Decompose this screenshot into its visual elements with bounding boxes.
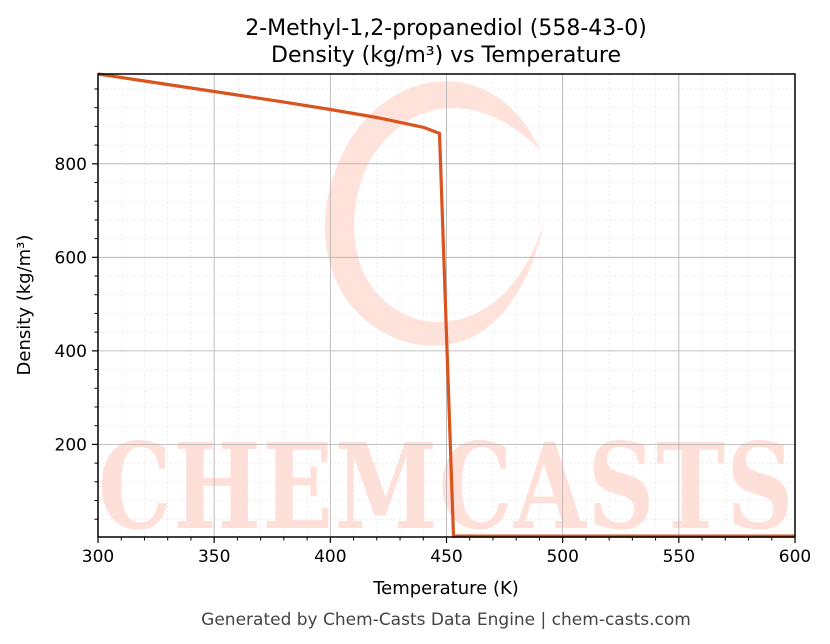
x-tick-label: 550 <box>663 547 695 567</box>
chart-title-line-1: 2-Methyl-1,2-propanediol (558-43-0) <box>245 16 647 41</box>
axis-ticks: 300 350 400 450 500 550 600 200 400 600 800 <box>55 88 811 567</box>
watermark-swirl <box>324 81 545 346</box>
x-tick-label: 500 <box>546 547 578 567</box>
x-tick-label: 600 <box>779 547 811 567</box>
x-axis-label: Temperature (K) <box>372 578 519 599</box>
chart-title-line-2: Density (kg/m³) vs Temperature <box>271 43 621 68</box>
x-tick-label: 300 <box>82 547 114 567</box>
x-tick-label: 400 <box>314 547 346 567</box>
y-tick-label: 800 <box>55 155 87 175</box>
y-axis-label: Density (kg/m³) <box>14 235 35 376</box>
x-tick-label: 450 <box>430 547 462 567</box>
series-layer <box>97 72 795 538</box>
y-tick-label: 400 <box>55 342 87 362</box>
footer-credit: Generated by Chem-Casts Data Engine | ch… <box>201 610 691 630</box>
density-series-line <box>97 72 795 538</box>
x-tick-label: 350 <box>198 547 230 567</box>
y-tick-label: 200 <box>55 435 87 455</box>
y-tick-label: 600 <box>55 248 87 268</box>
